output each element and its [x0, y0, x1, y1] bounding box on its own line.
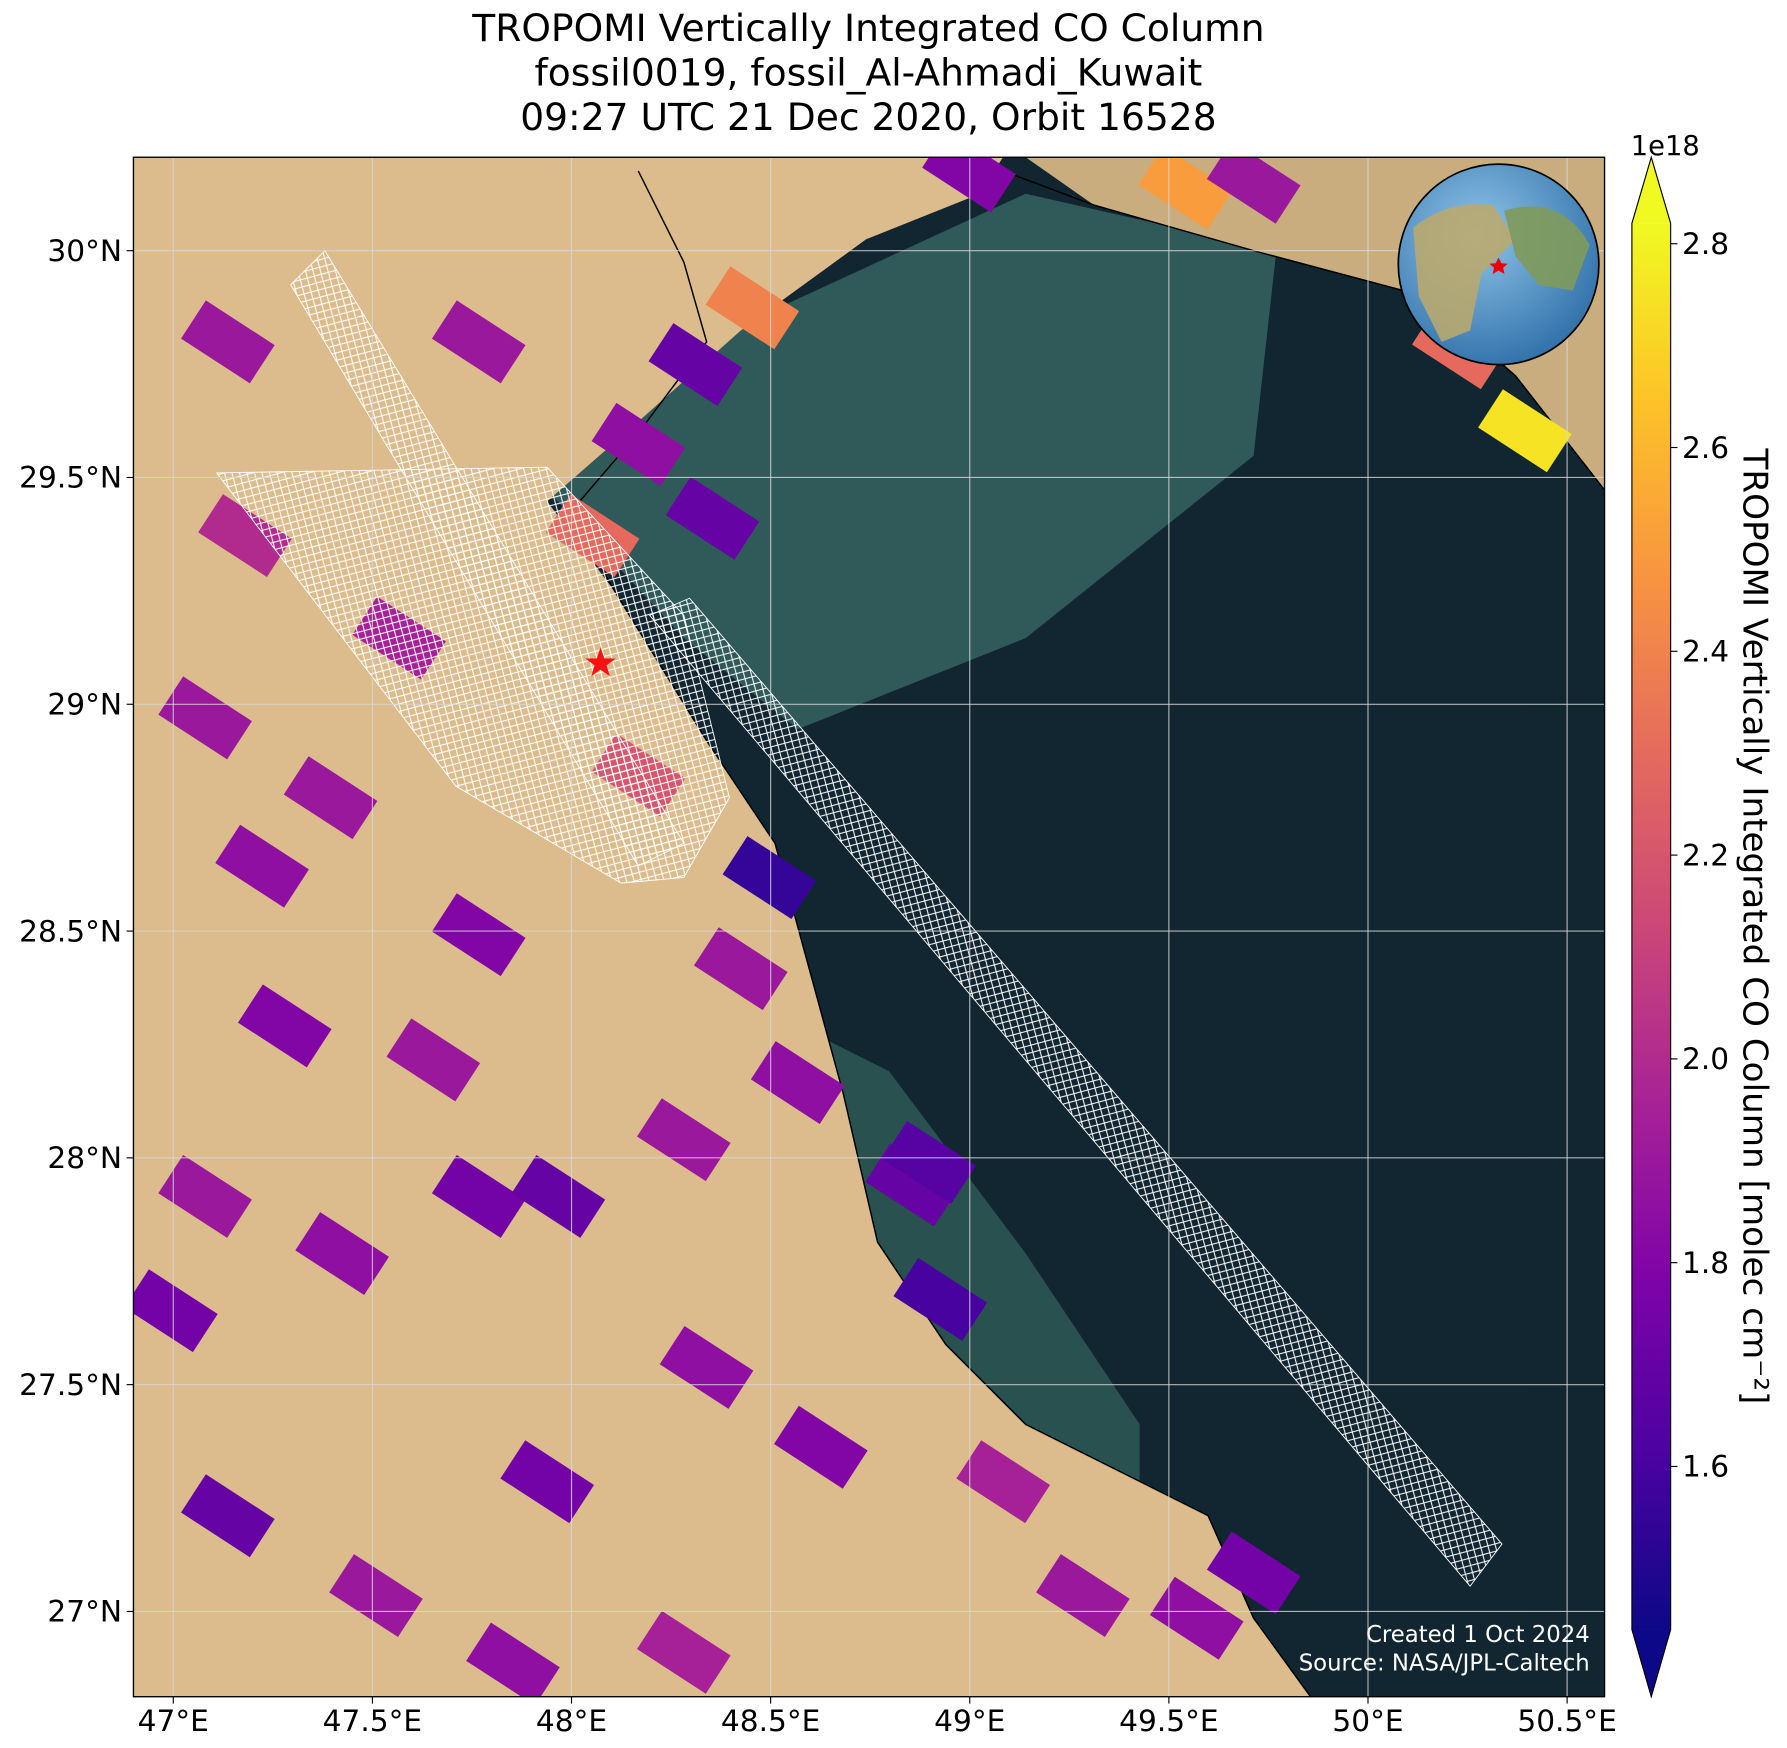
x-tick-label: 49°E: [934, 1704, 1005, 1738]
colorbar-tick-label: 2.2: [1682, 838, 1729, 872]
subtitle: 09:27 UTC 21 Dec 2020, Orbit 16528: [520, 95, 1216, 139]
shallow-water: [797, 1025, 1140, 1482]
shallow-water: [547, 193, 1277, 730]
x-tick-label: 50°E: [1332, 1704, 1403, 1738]
globe-inset: [1397, 163, 1600, 366]
map-background: [133, 157, 1605, 1697]
colorbar-label: TROPOMI Vertically Integrated CO Column …: [1735, 447, 1775, 1404]
swath-hatch: [648, 597, 1503, 1587]
plume-hatch: [215, 466, 730, 884]
colorbar-extend: [1631, 1629, 1671, 1697]
co-pixel: [511, 1154, 606, 1238]
co-pixel: [500, 1440, 595, 1524]
colorbar-tick-label: 2.8: [1682, 227, 1729, 261]
co-pixel: [1206, 1531, 1301, 1615]
colorbar-outline: [1631, 155, 1672, 1699]
co-pixel: [591, 402, 686, 486]
co-pixel: [386, 1018, 481, 1102]
grid: [133, 157, 1605, 1697]
co-pixel: [1138, 157, 1233, 230]
co-pixel: [637, 1098, 731, 1182]
colorbar-tick-label: 1.6: [1682, 1450, 1729, 1484]
co-pixel: [329, 1554, 423, 1638]
y-tick-label: 27.5°N: [19, 1368, 122, 1402]
co-pixel: [431, 300, 526, 384]
co-pixel: [158, 676, 252, 760]
coastline: [568, 170, 1312, 1697]
co-pixel: [198, 494, 292, 577]
x-tick-label: 48°E: [536, 1704, 607, 1738]
co-pixel: [158, 1154, 252, 1238]
annotation: Created 1 Oct 2024: [1366, 1622, 1590, 1648]
co-pixel: [215, 824, 309, 908]
co-pixel: [705, 266, 800, 350]
map-frame: [132, 156, 1606, 1698]
co-pixel: [181, 300, 275, 384]
x-tick-label: 47°E: [138, 1704, 209, 1738]
co-pixel: [637, 1610, 731, 1694]
co-pixel: [659, 1325, 754, 1409]
coastline: [1002, 170, 1605, 491]
y-tick-label: 28.5°N: [19, 914, 122, 948]
co-pixel: [750, 1041, 845, 1125]
y-tick-label: 28°N: [47, 1141, 122, 1175]
globe-land: [1504, 206, 1590, 291]
annotation: Source: NASA/JPL-Caltech: [1299, 1651, 1590, 1677]
colorbar-extend: [1631, 157, 1671, 224]
colorbar-tick-label: 2.0: [1682, 1042, 1729, 1076]
co-pixel: [181, 1474, 275, 1558]
x-tick-label: 47.5°E: [323, 1704, 422, 1738]
colorbar-body: [1631, 223, 1671, 1630]
y-tick-label: 27°N: [47, 1595, 122, 1629]
co-pixel: [665, 476, 760, 560]
globe-marker: [1489, 257, 1508, 275]
co-pixel: [882, 1120, 976, 1204]
x-tick-label: 49.5°E: [1119, 1704, 1218, 1738]
co-pixel: [283, 756, 378, 840]
co-pixel: [865, 1143, 959, 1227]
co-pixel: [956, 1440, 1051, 1524]
title: TROPOMI Vertically Integrated CO Column: [471, 6, 1264, 50]
co-pixel: [773, 1405, 868, 1489]
co-pixel: [431, 893, 526, 977]
target-star: [585, 647, 616, 677]
co-pixel: [466, 1622, 560, 1697]
colorbar: 1.6 1.8 2.0 2.2 2.4 2.6 2.8: [1631, 155, 1729, 1699]
co-pixel: [1206, 157, 1301, 224]
co-pixel: [893, 1257, 988, 1341]
y-tick-label: 29°N: [47, 688, 122, 722]
co-pixel: [722, 836, 817, 920]
x-tick-label: 50.5°E: [1517, 1704, 1616, 1738]
co-pixel: [237, 984, 332, 1068]
colorbar-tick-label: 2.4: [1682, 635, 1729, 669]
co-pixel: [1149, 1576, 1244, 1660]
y-tick-label: 30°N: [47, 234, 122, 268]
co-pixel: [693, 927, 788, 1011]
co-pixel: [133, 1269, 218, 1353]
colorbar-offset: 1e18: [1631, 131, 1700, 162]
colorbar-tick-label: 2.6: [1682, 431, 1729, 465]
colorbar-tick-label: 1.8: [1682, 1246, 1729, 1280]
co-pixel: [1478, 389, 1572, 473]
x-tick-label: 48.5°E: [721, 1704, 820, 1738]
co-pixel: [1036, 1554, 1130, 1638]
globe-land: [1413, 204, 1516, 342]
y-tick-label: 29.5°N: [19, 461, 122, 495]
subtitle: fossil0019, fossil_Al-Ahmadi_Kuwait: [535, 50, 1203, 94]
co-pixel: [431, 1154, 526, 1238]
co-pixel: [295, 1212, 389, 1296]
co-pixel: [922, 157, 1016, 213]
co-pixel: [648, 323, 743, 406]
